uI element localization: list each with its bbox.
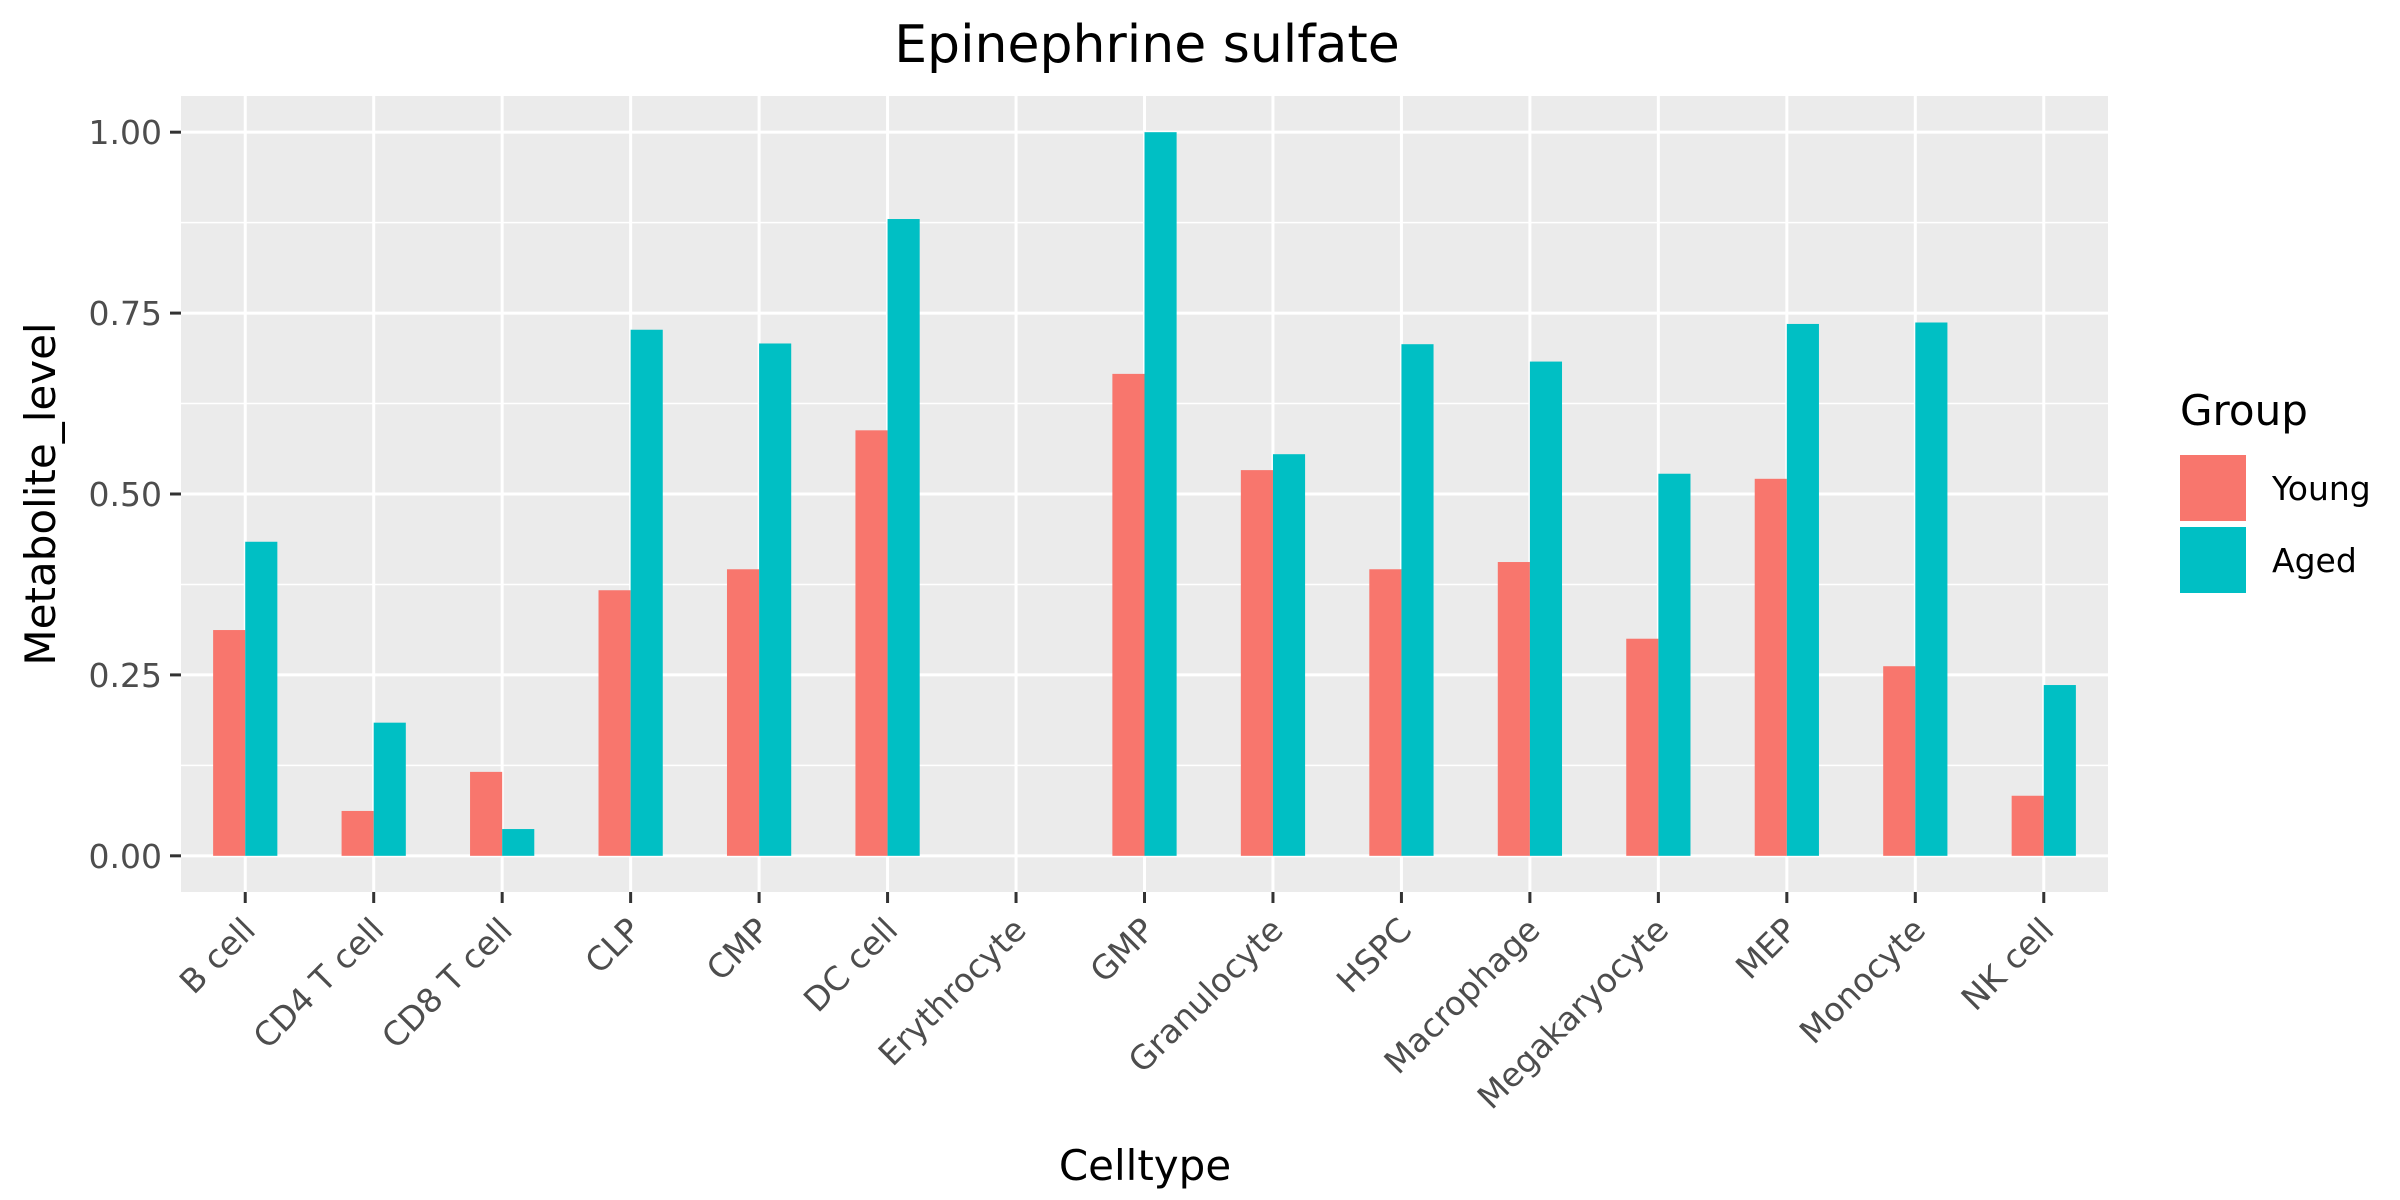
legend-key-aged bbox=[2180, 527, 2246, 593]
legend-title: Group bbox=[2180, 386, 2308, 435]
y-tick-label: 0.75 bbox=[89, 294, 162, 333]
y-axis-title: Metabolite_level bbox=[16, 322, 65, 665]
y-axis: 0.00 0.25 0.50 0.75 1.00 bbox=[89, 113, 181, 876]
bar-aged-5 bbox=[887, 219, 920, 856]
bar-young-9 bbox=[1369, 569, 1402, 856]
bar-young-13 bbox=[1883, 666, 1916, 856]
bar-aged-14 bbox=[2043, 685, 2076, 856]
legend: Group Young Aged bbox=[2180, 386, 2371, 593]
chart-title: Epinephrine sulfate bbox=[894, 15, 1400, 75]
bar-young-4 bbox=[726, 569, 760, 856]
bar-aged-4 bbox=[759, 343, 792, 856]
bar-aged-11 bbox=[1658, 473, 1691, 856]
bar-aged-3 bbox=[630, 329, 663, 856]
bar-young-1 bbox=[341, 810, 374, 856]
y-tick-label: 0.50 bbox=[89, 475, 162, 514]
bars bbox=[213, 132, 2076, 856]
x-axis-title: Celltype bbox=[1059, 1141, 1231, 1190]
legend-label-aged: Aged bbox=[2272, 541, 2357, 580]
bar-young-3 bbox=[598, 590, 631, 856]
bar-young-2 bbox=[470, 771, 503, 856]
legend-key-young bbox=[2180, 455, 2246, 521]
bar-young-7 bbox=[1112, 373, 1145, 856]
bar-aged-9 bbox=[1401, 344, 1434, 856]
legend-label-young: Young bbox=[2271, 469, 2371, 508]
bar-aged-7 bbox=[1144, 132, 1177, 856]
bar-young-11 bbox=[1626, 638, 1659, 856]
bar-young-10 bbox=[1497, 562, 1530, 856]
y-tick-label: 0.25 bbox=[89, 656, 162, 695]
bar-young-12 bbox=[1754, 478, 1787, 856]
bar-aged-1 bbox=[373, 722, 406, 856]
bar-aged-10 bbox=[1529, 361, 1563, 856]
bar-aged-12 bbox=[1786, 323, 1819, 856]
bar-aged-2 bbox=[502, 829, 535, 856]
bar-young-5 bbox=[855, 430, 888, 856]
bar-young-14 bbox=[2011, 795, 2044, 856]
bar-young-0 bbox=[213, 630, 246, 856]
bar-young-8 bbox=[1240, 470, 1273, 856]
y-tick-label: 0.00 bbox=[89, 837, 162, 876]
bar-aged-13 bbox=[1915, 322, 1948, 856]
bar-aged-0 bbox=[245, 541, 278, 856]
bar-aged-8 bbox=[1272, 454, 1306, 856]
y-tick-label: 1.00 bbox=[89, 113, 162, 152]
